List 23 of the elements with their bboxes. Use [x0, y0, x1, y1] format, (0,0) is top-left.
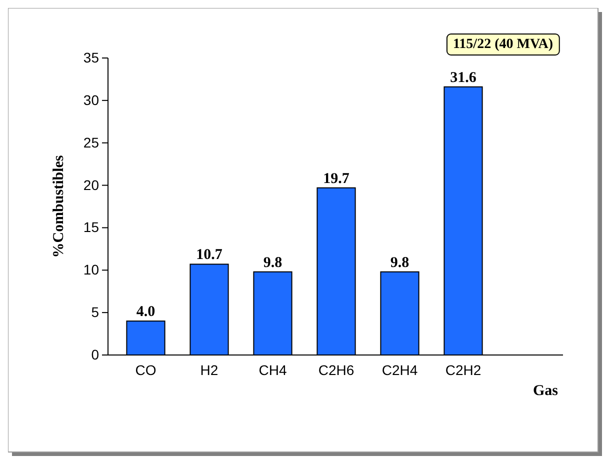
y-tick-label: 25	[83, 134, 100, 150]
y-tick-label: 20	[83, 176, 100, 193]
data-label: 9.8	[263, 254, 282, 271]
data-label: 19.7	[323, 170, 350, 187]
y-tick-label: 10	[83, 262, 100, 278]
x-tick-label: C2H4	[382, 362, 418, 378]
y-tick-label: 35	[83, 49, 100, 66]
y-tick-label: 15	[83, 219, 100, 236]
y-tick-label: 5	[91, 304, 100, 320]
x-axis-title: Gas	[532, 383, 558, 399]
data-label: 31.6	[450, 70, 477, 86]
x-tick-label: CO	[135, 362, 156, 378]
data-label: 4.0	[136, 304, 156, 320]
y-tick-label: 30	[83, 92, 100, 108]
chart-title: 115/22 (40 MVA)	[452, 37, 554, 52]
data-label: 9.8	[390, 254, 410, 271]
y-axis-title: %Combustibles	[51, 155, 67, 258]
x-tick-label: H2	[200, 362, 218, 378]
x-tick-label: C2H2	[445, 362, 482, 378]
data-label: 10.7	[196, 247, 223, 264]
x-tick-label: C2H6	[318, 362, 354, 378]
y-tick-label: 0	[91, 346, 100, 362]
x-tick-label: CH4	[258, 362, 287, 378]
